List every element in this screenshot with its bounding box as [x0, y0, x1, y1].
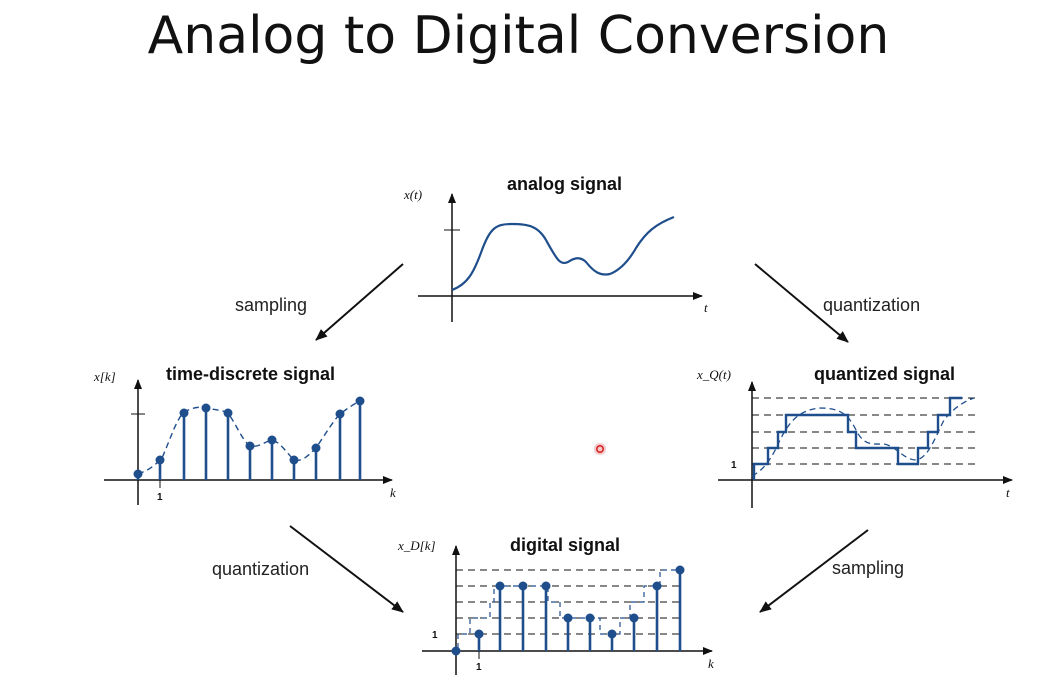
quantized-y-label: x_Q(t)	[696, 367, 731, 382]
arrow-quantization-top-right: quantization	[754, 263, 920, 343]
time-discrete-panel-title: time-discrete signal	[166, 364, 335, 384]
analog-x-label: t	[704, 300, 708, 315]
time-discrete-tick-label: 1	[157, 492, 163, 503]
quantized-staircase	[752, 396, 962, 480]
time-discrete-x-label: k	[390, 485, 396, 500]
quantized-tick-label: 1	[731, 460, 737, 471]
time-discrete-stems	[133, 396, 365, 480]
page-title: Analog to Digital Conversion	[147, 6, 890, 66]
arrow-label-sampling-top: sampling	[235, 295, 307, 315]
time-discrete-y-label: x[k]	[93, 369, 116, 384]
arrow-sampling-top-left: sampling	[235, 263, 404, 341]
digital-signal-panel: digital signal x_D[k] 1 1 k	[397, 535, 714, 675]
time-discrete-signal-panel: time-discrete signal x[k] 1 k	[93, 364, 396, 505]
digital-y-label: x_D[k]	[397, 538, 436, 553]
digital-staircase-envelope	[457, 569, 680, 648]
digital-x-label: k	[708, 656, 714, 671]
digital-stems	[451, 565, 685, 656]
quantized-panel-title: quantized signal	[814, 364, 955, 384]
digital-x-tick-label: 1	[476, 662, 482, 673]
arrow-sampling-bottom-right: sampling	[759, 529, 904, 613]
arrow-label-quantization-bottom: quantization	[212, 559, 309, 579]
quantized-envelope	[751, 397, 975, 477]
analog-y-label: x(t)	[403, 187, 422, 202]
quantized-signal-panel: quantized signal x_Q(t) 1 t	[696, 364, 1013, 508]
arrow-quantization-bottom-left: quantization	[212, 525, 404, 613]
analog-signal-panel: analog signal x(t) t	[403, 174, 708, 322]
cursor-indicator	[594, 443, 606, 455]
digital-panel-title: digital signal	[510, 535, 620, 555]
quantized-x-label: t	[1006, 485, 1010, 500]
arrow-label-quantization-top: quantization	[823, 295, 920, 315]
analog-signal-curve	[451, 215, 675, 292]
digital-y-tick-label: 1	[432, 630, 438, 641]
analog-panel-title: analog signal	[507, 174, 622, 194]
arrow-label-sampling-bottom: sampling	[832, 558, 904, 578]
